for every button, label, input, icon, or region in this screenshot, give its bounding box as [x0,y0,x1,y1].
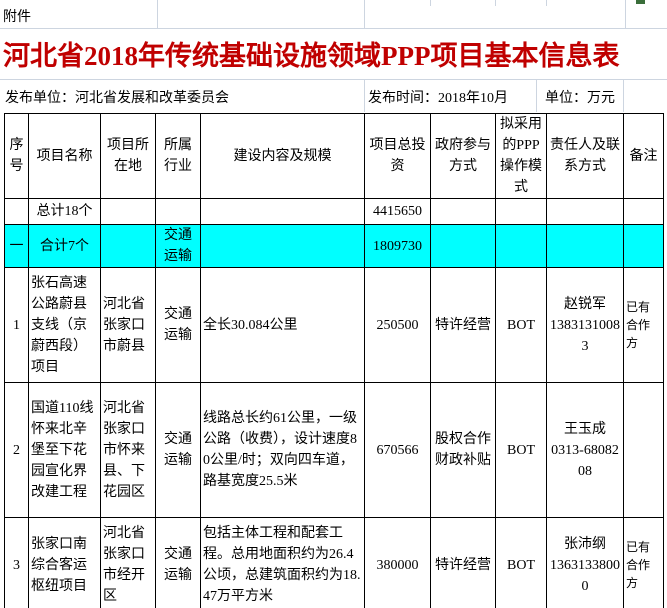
cell-gov-participation[interactable]: 特许经营 [430,267,496,383]
contact-name: 王玉成 [564,421,606,437]
contact-name: 张沛纲 [564,536,606,552]
cell-note[interactable] [623,224,664,268]
cell-contact[interactable]: 张沛纲 13631338000 [546,517,624,608]
gridline [625,0,626,28]
cell-investment[interactable]: 1809730 [364,224,431,268]
table-row-project-3: 3 张家口南综合客运枢纽项目 河北省张家口市经开区 交通运输 包括主体工程和配套… [4,517,664,608]
header-row: 序号 项目名称 项目所在地 所属行业 建设内容及规模 项目总投资 政府参与方式 … [4,113,664,199]
cell-project-name[interactable]: 国道110线怀来北辛堡至下花园宣化界改建工程 [28,382,101,518]
cell-seq[interactable]: 2 [4,382,29,518]
cell-industry[interactable]: 交通运输 [155,267,201,383]
gridline [0,79,667,80]
cell-industry[interactable] [155,198,201,225]
col-header-ppp-mode[interactable]: 拟采用的PPP操作模式 [495,113,547,199]
cell-project-name[interactable]: 张家口南综合客运枢纽项目 [28,517,101,608]
cell-contact[interactable] [546,198,624,225]
cell-project-name[interactable]: 合计7个 [28,224,101,268]
cell-gov-participation[interactable]: 特许经营 [430,517,496,608]
contact-phone: 13631338000 [550,557,620,594]
unit-cell[interactable]: 单位：万元 [545,91,615,106]
col-header-investment[interactable]: 项目总投资 [364,113,431,199]
cell-seq[interactable]: 1 [4,267,29,383]
cell-scope[interactable]: 线路总长约61公里，一级公路（收费），设计速度80公里/时；双向四车道，路基宽度… [200,382,365,518]
table-row-subtotal-transport: 一 合计7个 交通运输 1809730 [4,224,664,268]
col-header-note[interactable]: 备注 [623,113,664,199]
cell-industry[interactable]: 交通运输 [155,224,201,268]
cell-location[interactable] [100,224,156,268]
cell-note[interactable] [623,198,664,225]
cell-gov-participation[interactable] [430,224,496,268]
cell-scope[interactable] [200,224,365,268]
col-header-scope[interactable]: 建设内容及规模 [200,113,365,199]
cell-industry[interactable]: 交通运输 [155,382,201,518]
gridline [364,0,365,28]
cell-scope[interactable]: 包括主体工程和配套工程。总用地面积约为26.4公顷，总建筑面积约为18.47万平… [200,517,365,608]
col-header-contact[interactable]: 责任人及联系方式 [546,113,624,199]
cell-gov-participation[interactable]: 股权合作财政补贴 [430,382,496,518]
col-header-location[interactable]: 项目所在地 [100,113,156,199]
gridline [157,0,158,28]
gridline [623,80,624,112]
table-row-total: 总计18个 4415650 [4,198,664,225]
gridline [536,80,537,112]
cell-location[interactable]: 河北省张家口市怀来县、下花园区 [100,382,156,518]
cell-project-name[interactable]: 总计18个 [28,198,101,225]
col-header-project-name[interactable]: 项目名称 [28,113,101,199]
cell-gov-participation[interactable] [430,198,496,225]
cell-investment[interactable]: 4415650 [364,198,431,225]
page-title: 河北省2018年传统基础设施领域PPP项目基本信息表 [3,41,620,71]
cell-investment[interactable]: 670566 [364,382,431,518]
cell-note[interactable]: 已有合作方 [623,267,664,383]
gridline [364,80,365,112]
cell-contact[interactable] [546,224,624,268]
cell-contact[interactable]: 赵锐军 13831310083 [546,267,624,383]
gridline [495,0,496,6]
gridline [430,0,431,6]
cell-ppp-mode[interactable]: BOT [495,267,547,383]
cell-location[interactable]: 河北省张家口市经开区 [100,517,156,608]
table-row-project-1: 1 张石高速公路蔚县支线（京蔚西段）项目 河北省张家口市蔚县 交通运输 全长30… [4,267,664,383]
cell-industry[interactable]: 交通运输 [155,517,201,608]
table-row-project-2: 2 国道110线怀来北辛堡至下花园宣化界改建工程 河北省张家口市怀来县、下花园区… [4,382,664,518]
cell-investment[interactable]: 250500 [364,267,431,383]
col-header-seq[interactable]: 序号 [4,113,29,199]
cell-ppp-mode[interactable] [495,224,547,268]
cell-ppp-mode[interactable]: BOT [495,517,547,608]
cell-seq[interactable]: 一 [4,224,29,268]
contact-phone: 13831310083 [550,317,620,354]
cell-ppp-mode[interactable]: BOT [495,382,547,518]
contact-name: 赵锐军 [564,296,606,312]
cell-note[interactable]: 已有合作方 [623,517,664,608]
col-header-industry[interactable]: 所属行业 [155,113,201,199]
cell-location[interactable]: 河北省张家口市蔚县 [100,267,156,383]
cell-seq[interactable]: 3 [4,517,29,608]
attachment-cell[interactable]: 附件 [3,10,31,25]
gridline [546,0,547,6]
cell-ppp-mode[interactable] [495,198,547,225]
cell-note[interactable] [623,382,664,518]
contact-phone: 0313-6808208 [551,442,619,479]
ppp-project-table: 序号 项目名称 项目所在地 所属行业 建设内容及规模 项目总投资 政府参与方式 … [4,113,664,608]
info-row: 发布单位：河北省发展和改革委员会 发布时间：2018年10月 单位：万元 [0,80,667,112]
cell-scope[interactable]: 全长30.084公里 [200,267,365,383]
cell-investment[interactable]: 380000 [364,517,431,608]
cell-project-name[interactable]: 张石高速公路蔚县支线（京蔚西段）项目 [28,267,101,383]
gridline [0,28,667,29]
publisher-cell[interactable]: 发布单位：河北省发展和改革委员会 [5,91,229,106]
cell-location[interactable] [100,198,156,225]
publish-time-cell[interactable]: 发布时间：2018年10月 [368,91,508,106]
cell-seq[interactable] [4,198,29,225]
cell-contact[interactable]: 王玉成 0313-6808208 [546,382,624,518]
cell-scope[interactable] [200,198,365,225]
screen-artifact [636,0,645,4]
col-header-gov-participation[interactable]: 政府参与方式 [430,113,496,199]
